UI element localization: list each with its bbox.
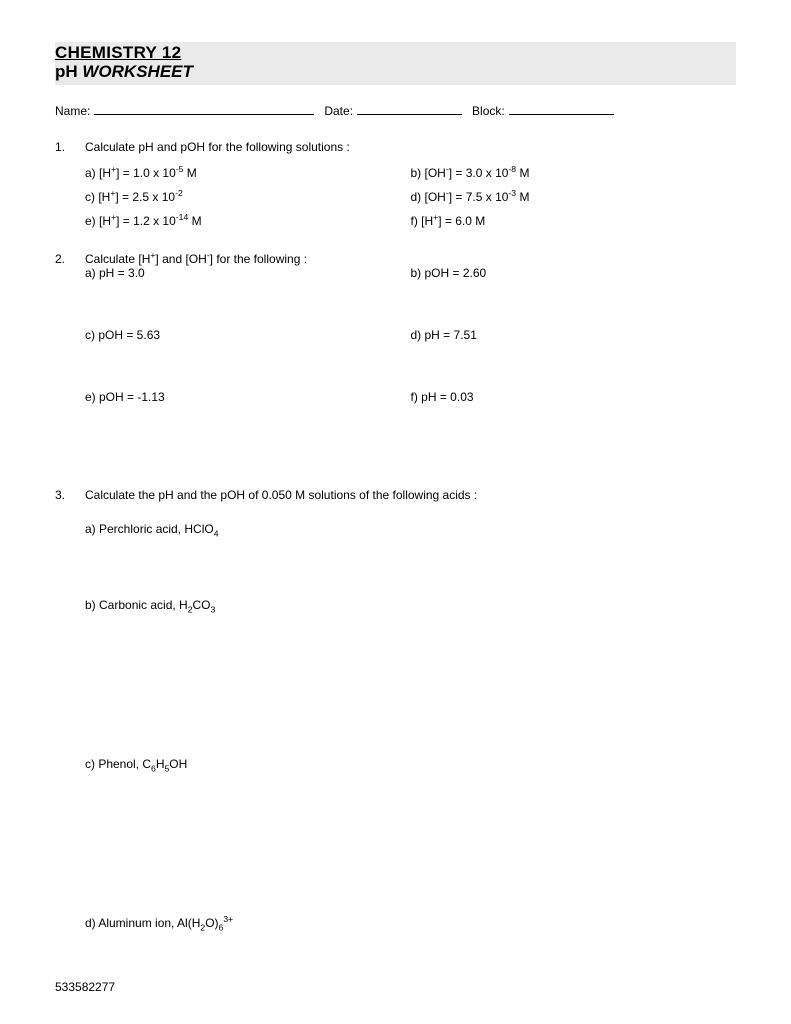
q1-f-pre: f) [H <box>411 214 434 228</box>
q3-body: Calculate the pH and the pOH of 0.050 M … <box>85 488 736 992</box>
q1-e-sup2: -14 <box>176 212 188 222</box>
q3-prompt: Calculate the pH and the pOH of 0.050 M … <box>85 488 736 502</box>
q1-row-ab: a) [H+] = 1.0 x 10-5 M b) [OH-] = 3.0 x … <box>85 166 736 180</box>
q2-b: b) pOH = 2.60 <box>411 266 737 280</box>
q3-d-pre: d) Aluminum ion, Al(H <box>85 916 200 930</box>
title-block: CHEMISTRY 12 pH WORKSHEET <box>55 42 736 85</box>
q3-c: c) Phenol, C6H5OH <box>85 757 736 771</box>
name-label: Name: <box>55 104 90 118</box>
q1-a-pre: a) [H <box>85 166 111 180</box>
q2-e: e) pOH = -1.13 <box>85 390 411 404</box>
q2-num: 2. <box>55 252 85 452</box>
block-blank <box>509 103 614 115</box>
q1-body: Calculate pH and pOH for the following s… <box>85 140 736 238</box>
q3-b: b) Carbonic acid, H2CO3 <box>85 598 736 612</box>
q3-a-sub: 4 <box>214 529 219 539</box>
block-label: Block: <box>472 104 505 118</box>
q2-a: a) pH = 3.0 <box>85 266 411 280</box>
q3-d: d) Aluminum ion, Al(H2O)63+ <box>85 916 736 930</box>
q2-c: c) pOH = 5.63 <box>85 328 411 342</box>
q1-c: c) [H+] = 2.5 x 10-2 <box>85 190 411 204</box>
footer-id: 533582277 <box>55 980 115 994</box>
q1-row-ef: e) [H+] = 1.2 x 10-14 M f) [H+] = 6.0 M <box>85 214 736 228</box>
worksheet-page: CHEMISTRY 12 pH WORKSHEET Name: Date: Bl… <box>0 0 791 1024</box>
q1-d-pre: d) [OH <box>411 190 446 204</box>
question-1: 1. Calculate pH and pOH for the followin… <box>55 140 736 238</box>
q1-b-post: M <box>516 166 529 180</box>
q3-c-pre: c) Phenol, C <box>85 757 151 771</box>
title-italic: WORKSHEET <box>82 62 193 81</box>
q1-e-pre: e) [H <box>85 214 111 228</box>
q1-prompt: Calculate pH and pOH for the following s… <box>85 140 736 154</box>
title-line1: CHEMISTRY 12 <box>55 44 736 63</box>
q1-a: a) [H+] = 1.0 x 10-5 M <box>85 166 411 180</box>
q1-d: d) [OH-] = 7.5 x 10-3 M <box>411 190 737 204</box>
q2-prompt-pre: Calculate [H <box>85 252 150 266</box>
q2-d: d) pH = 7.51 <box>411 328 737 342</box>
q1-e: e) [H+] = 1.2 x 10-14 M <box>85 214 411 228</box>
q2-prompt: Calculate [H+] and [OH-] for the followi… <box>85 252 736 266</box>
q3-a: a) Perchloric acid, HClO4 <box>85 522 736 536</box>
q3-b-pre: b) Carbonic acid, H <box>85 598 188 612</box>
q2-prompt-mid: ] and [OH <box>155 252 206 266</box>
q1-f-post: ] = 6.0 M <box>438 214 485 228</box>
q3-a-pre: a) Perchloric acid, HClO <box>85 522 214 536</box>
q1-b-sup2: -8 <box>508 164 516 174</box>
q3-b-sub2: 3 <box>211 605 216 615</box>
q1-d-sup2: -3 <box>508 188 516 198</box>
q1-d-mid: ] = 7.5 x 10 <box>449 190 509 204</box>
q1-c-mid: ] = 2.5 x 10 <box>115 190 175 204</box>
q1-num: 1. <box>55 140 85 238</box>
q1-e-post: M <box>188 214 201 228</box>
q1-row-cd: c) [H+] = 2.5 x 10-2 d) [OH-] = 7.5 x 10… <box>85 190 736 204</box>
q1-e-mid: ] = 1.2 x 10 <box>116 214 176 228</box>
q1-d-post: M <box>516 190 529 204</box>
q1-c-pre: c) [H <box>85 190 110 204</box>
q3-num: 3. <box>55 488 85 992</box>
q3-c-mid1: H <box>156 757 165 771</box>
q3-b-mid: CO <box>193 598 211 612</box>
q2-row-cd: c) pOH = 5.63 d) pH = 7.51 <box>85 328 736 342</box>
q1-b-mid: ] = 3.0 x 10 <box>449 166 509 180</box>
q3-d-sup: 3+ <box>223 914 233 924</box>
question-2: 2. Calculate [H+] and [OH-] for the foll… <box>55 252 736 452</box>
date-label: Date: <box>324 104 353 118</box>
header-row: Name: Date: Block: <box>55 103 736 118</box>
q2-row-ef: e) pOH = -1.13 f) pH = 0.03 <box>85 390 736 404</box>
q3-d-mid1: O) <box>205 916 218 930</box>
q1-f: f) [H+] = 6.0 M <box>411 214 737 228</box>
q3-c-post: OH <box>169 757 187 771</box>
q1-b-pre: b) [OH <box>411 166 446 180</box>
q2-body: Calculate [H+] and [OH-] for the followi… <box>85 252 736 452</box>
title-line2: pH WORKSHEET <box>55 63 736 82</box>
title-prefix: pH <box>55 62 82 81</box>
q2-f: f) pH = 0.03 <box>411 390 737 404</box>
q1-c-sup2: -2 <box>175 188 183 198</box>
question-3: 3. Calculate the pH and the pOH of 0.050… <box>55 488 736 992</box>
date-blank <box>357 103 462 115</box>
name-blank <box>94 103 314 115</box>
q2-row-ab: a) pH = 3.0 b) pOH = 2.60 <box>85 266 736 280</box>
q1-a-mid: ] = 1.0 x 10 <box>116 166 176 180</box>
q1-a-post: M <box>183 166 196 180</box>
q1-b: b) [OH-] = 3.0 x 10-8 M <box>411 166 737 180</box>
q2-prompt-post: ] for the following : <box>210 252 307 266</box>
